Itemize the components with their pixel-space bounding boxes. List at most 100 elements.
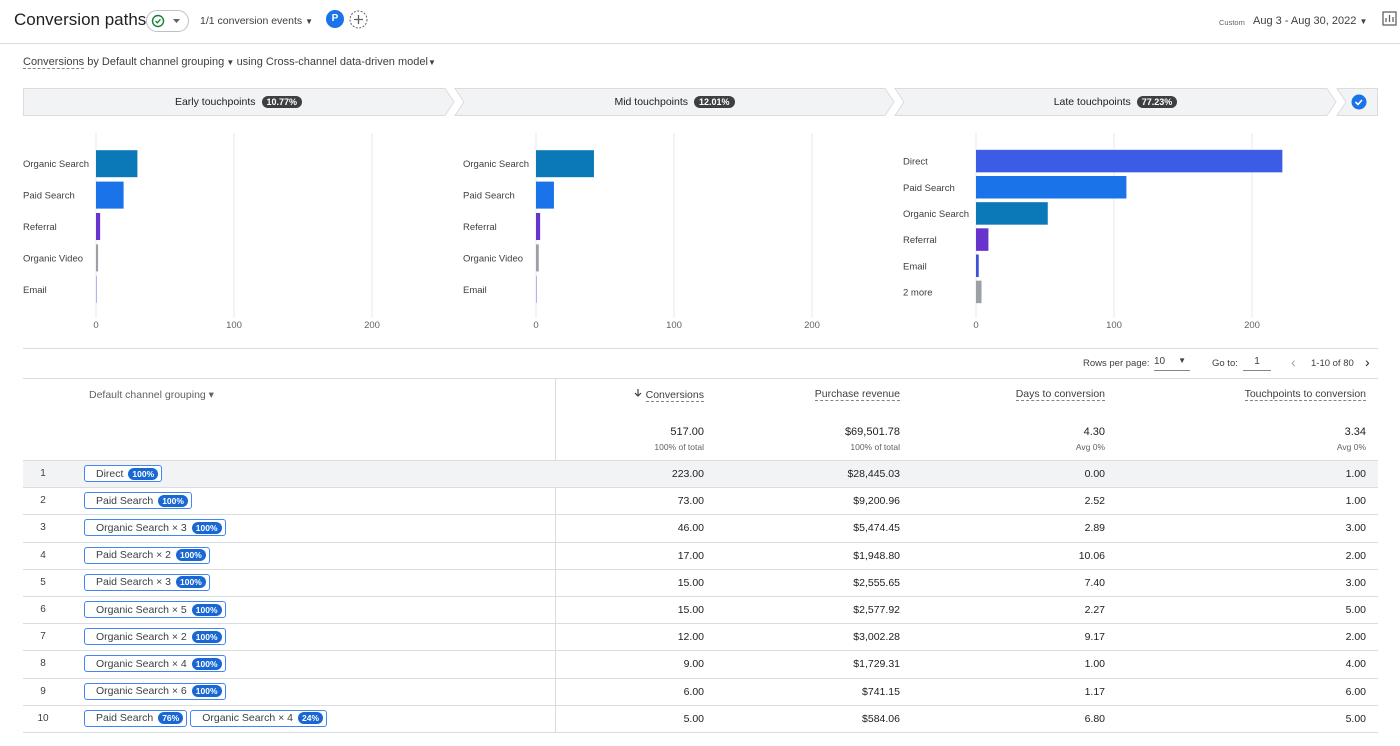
stage-label: Mid touchpoints (614, 96, 688, 108)
cell: $28,445.03 (847, 468, 900, 480)
charts: 0 100 200 Organic Search Paid Search Referral… (23, 133, 1283, 331)
rows-per-page-label: Rows per page: (1083, 358, 1150, 369)
category-label: Referral (903, 235, 937, 246)
column-header-label: Conversions (645, 389, 704, 402)
path-chip[interactable]: Paid Search × 2 100% (84, 546, 210, 564)
path: Organic Search × 4 100% (84, 655, 229, 673)
cell: 4.00 (1345, 658, 1366, 671)
avatar[interactable]: P (326, 10, 344, 28)
cell: 5.00 (683, 712, 704, 725)
chip-label: Organic Search × 5 (96, 603, 187, 616)
path-chip[interactable]: Paid Search × 3 100% (84, 573, 210, 591)
chip-share: 100% (158, 494, 188, 507)
x-tick-label: 200 (804, 320, 820, 331)
events-selector[interactable]: 1/1 conversion events ▼ (200, 15, 313, 27)
chip-share: 100% (191, 521, 222, 534)
path-chip[interactable]: Organic Search × 4 24% (190, 709, 327, 727)
cell: 2.27 (1084, 604, 1105, 616)
cell: 6.80 (1084, 712, 1105, 725)
cell: 12.00 (677, 631, 704, 644)
chip-share: 100% (191, 603, 222, 616)
dimension[interactable]: by Default channel grouping (87, 56, 225, 68)
rows-per-page[interactable]: 10 ▼ (1154, 356, 1190, 371)
goto-input[interactable]: 1 (1243, 356, 1271, 371)
bar (976, 149, 1283, 173)
total-note: 100% of total (850, 442, 900, 452)
stage: Early touchpoints 10.77% (23, 88, 454, 116)
cell: 5.00 (1345, 604, 1366, 616)
category-label: Paid Search (23, 191, 75, 202)
cell: 1.00 (1345, 468, 1366, 480)
cell: 46.00 (677, 522, 704, 535)
total-value: 4.30 (1083, 426, 1105, 438)
chart-icon[interactable] (1382, 11, 1398, 27)
cell: 1.00 (1084, 658, 1105, 671)
metric[interactable]: Conversions (23, 56, 85, 69)
events-label: 1/1 conversion events (200, 15, 303, 27)
chip-share: 100% (191, 685, 222, 698)
cell: $9,200.96 (853, 495, 900, 508)
stage-label: Late touchpoints (1053, 96, 1131, 108)
cell: $1,729.31 (853, 658, 900, 671)
path: Paid Search 100% (84, 492, 195, 510)
bar (976, 254, 979, 278)
cell: 1.17 (1084, 685, 1105, 698)
bar (976, 175, 1127, 199)
next-page[interactable]: › (1365, 354, 1370, 370)
path-chip[interactable]: Organic Search × 5 100% (84, 601, 226, 618)
cell: $2,555.65 (853, 576, 900, 589)
x-tick-label: 200 (364, 320, 380, 331)
row-rank: 7 (40, 631, 46, 643)
row-border (23, 514, 1378, 516)
date-range[interactable]: Aug 3 - Aug 30, 2022 ▼ (1253, 15, 1368, 27)
path-chip[interactable]: Direct 100% (84, 465, 163, 482)
rows-value: 10 (1154, 356, 1166, 367)
row-border (23, 460, 1378, 461)
cell: $5,474.45 (853, 522, 900, 535)
model[interactable]: using Cross-channel data-driven model (236, 56, 428, 68)
row-border (23, 704, 1378, 706)
status-button[interactable] (146, 10, 190, 32)
x-tick-label: 200 (1244, 320, 1260, 331)
path-chip[interactable]: Paid Search 76% (84, 709, 188, 727)
chip-label: Organic Search × 4 (96, 657, 187, 670)
x-tick-label: 100 (666, 320, 682, 331)
add-button[interactable] (349, 10, 368, 29)
stage-share: 77.23% (1136, 96, 1178, 108)
cell: 5.00 (1345, 712, 1366, 725)
chip-label: Paid Search × 2 (96, 549, 172, 562)
column-header[interactable]: Default channel grouping ▾ (89, 389, 214, 401)
column-header-label: Purchase revenue (814, 388, 900, 401)
prev-page[interactable]: ‹ (1291, 354, 1296, 370)
cell: $3,002.28 (853, 631, 900, 644)
path: Organic Search × 6 100% (84, 682, 229, 700)
total-note: Avg 0% (1075, 442, 1105, 452)
path-chip[interactable]: Organic Search × 3 100% (84, 519, 226, 537)
chip-label: Organic Search × 2 (96, 630, 187, 643)
column-header: Purchase revenue (814, 388, 900, 401)
cell: 0.00 (1084, 468, 1105, 480)
row-border (23, 677, 1378, 679)
category-label: Paid Search (463, 191, 515, 202)
chip-share: 100% (176, 549, 206, 562)
row-border (23, 596, 1378, 597)
row-rank: 10 (37, 712, 49, 724)
cell: 2.00 (1345, 549, 1366, 562)
category-label: Direct (903, 157, 928, 168)
bar (976, 280, 982, 304)
stage-share: 12.01% (694, 96, 735, 108)
date-range-label: Aug 3 - Aug 30, 2022 (1253, 15, 1357, 27)
path-chip[interactable]: Paid Search 100% (84, 492, 192, 510)
column-header-label: Touchpoints to conversion (1244, 388, 1366, 401)
path-chip[interactable]: Organic Search × 2 100% (84, 628, 226, 646)
row-border (23, 487, 1378, 489)
cell: 3.00 (1345, 576, 1366, 589)
path: Organic Search × 5 100% (84, 601, 229, 618)
cell: 6.00 (1345, 685, 1366, 698)
x-tick-label: 100 (226, 320, 242, 331)
chip-share: 76% (158, 712, 184, 725)
path-chip[interactable]: Organic Search × 6 100% (84, 682, 226, 700)
stage: Late touchpoints 77.23% (895, 88, 1336, 116)
path-chip[interactable]: Organic Search × 4 100% (84, 655, 226, 673)
total-note: 100% of total (654, 442, 704, 452)
